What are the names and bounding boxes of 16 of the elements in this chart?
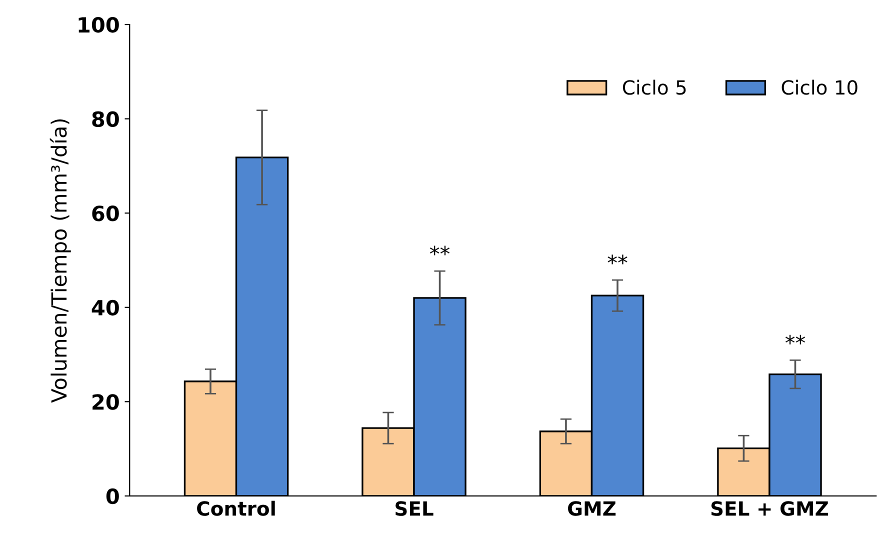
y-tick-label: 0 xyxy=(106,488,119,504)
x-tick-label: Control xyxy=(197,500,275,516)
y-tick-label: 20 xyxy=(92,394,119,410)
annotation: ** xyxy=(608,254,628,264)
x-tick-label: SEL + GMZ xyxy=(711,501,828,516)
y-axis-title: Volumen/Tiempo (mm³/día) xyxy=(50,119,71,403)
y-tick-label: 40 xyxy=(92,300,119,316)
y-tick-label: 80 xyxy=(92,111,119,128)
y-tick-label: 60 xyxy=(92,206,119,222)
x-tick-label: SEL xyxy=(396,501,434,516)
legend-label: Ciclo 10 xyxy=(782,80,858,95)
annotation: ** xyxy=(785,334,806,344)
annotation: ** xyxy=(430,246,450,256)
y-tick-label: 100 xyxy=(78,16,119,33)
legend-label: Ciclo 5 xyxy=(622,80,686,95)
x-tick-label: GMZ xyxy=(568,501,616,516)
